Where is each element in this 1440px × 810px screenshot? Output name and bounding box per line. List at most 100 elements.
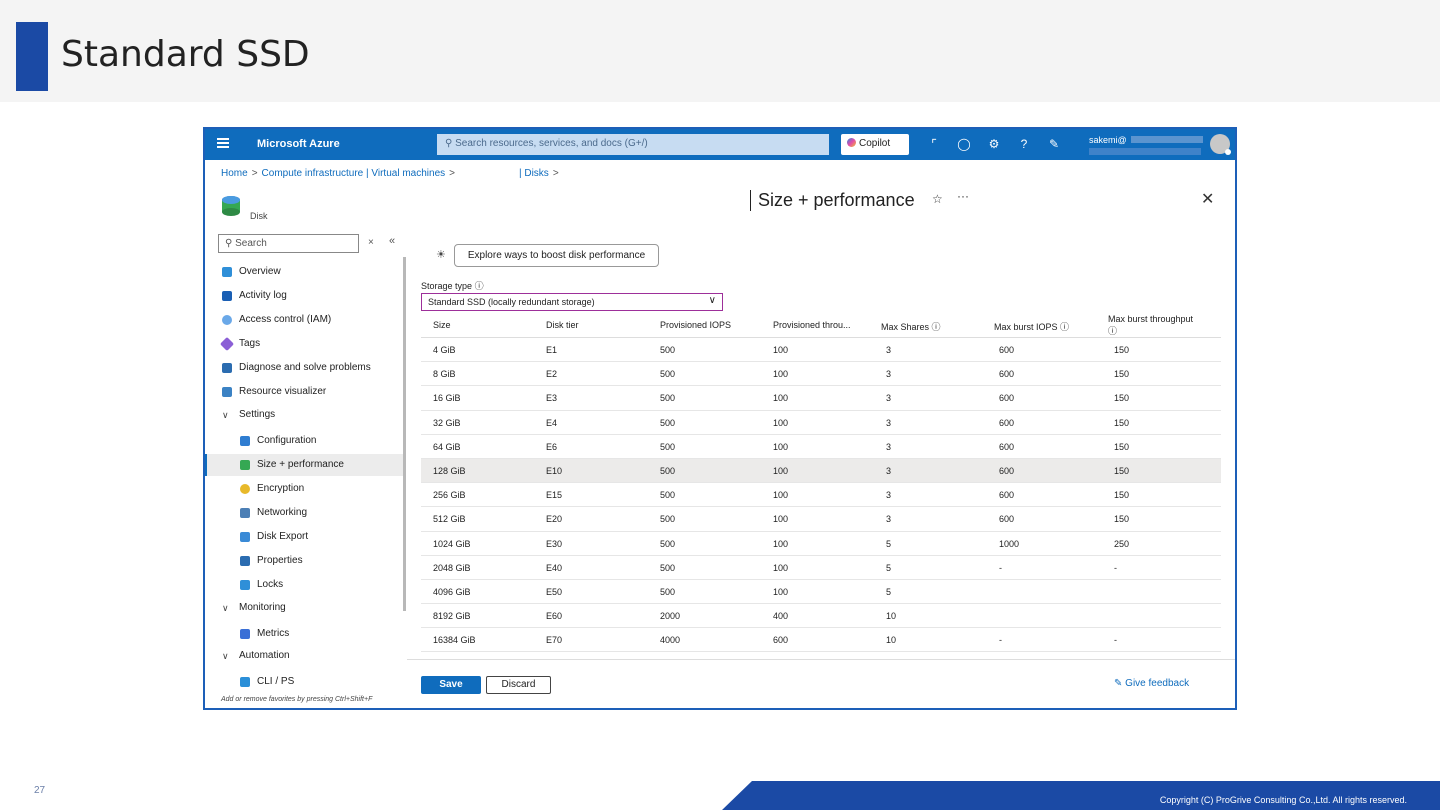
tag-icon [219,336,235,352]
cell-max-shares: 3 [886,345,892,355]
sidebar-item-disk-export[interactable]: Disk Export [205,526,405,548]
sidebar-item-label: Access control (IAM) [239,314,332,325]
column-header-max-burst-iops[interactable]: Max burst IOPS ⓘ [994,320,1069,333]
sidebar-item-tags[interactable]: Tags [205,333,405,355]
disk-icon [222,267,232,277]
sidebar-item-size-performance[interactable]: Size + performance [205,454,405,476]
sidebar-item-overview[interactable]: Overview [205,261,405,283]
star-icon[interactable]: ☆ [932,192,943,206]
table-row[interactable]: 512 GiB E20 500 100 3 600 150 [421,507,1221,532]
sidebar-item-label: Encryption [257,483,305,494]
sidebar-scrollbar[interactable] [403,257,406,611]
cell-max-burst-throughput: 150 [1114,441,1130,452]
sidebar-search-input[interactable]: ⚲ Search [218,234,359,253]
clear-icon[interactable]: × [368,237,374,248]
gear-icon[interactable]: ⚙ [988,137,1000,151]
table-row[interactable]: 4096 GiB E50 500 100 5 [421,580,1221,605]
discard-button[interactable]: Discard [486,676,551,694]
cell-max-shares: 5 [886,562,892,573]
cell-size: 128 GiB [433,465,466,476]
column-header-size[interactable]: Size [433,320,451,330]
column-header-label: Max burst IOPS [994,322,1058,332]
bell-icon[interactable]: ◯ [957,137,971,151]
menu-icon[interactable] [217,138,229,148]
cell-size: 8192 GiB [433,611,471,622]
table-row[interactable]: 16 GiB E3 500 100 3 600 150 [421,386,1221,411]
chart-icon[interactable]: ⌜ [931,137,937,151]
column-header-max-burst-throughput[interactable]: Max burst throughput ⓘ [1108,313,1218,337]
column-header-provisioned-throughput[interactable]: Provisioned throu... [773,320,851,330]
sidebar-item-iam[interactable]: Access control (IAM) [205,309,405,331]
disk-icon [240,460,250,470]
help-icon[interactable]: ? [1020,137,1028,151]
blade-title: Size + performance [750,190,915,211]
column-header-disk-tier[interactable]: Disk tier [546,320,579,330]
copilot-button[interactable]: Copilot [841,134,909,155]
cell-max-shares: 3 [886,465,892,476]
sidebar-group-settings[interactable]: ∨ Settings [205,404,405,426]
sidebar-item-encryption[interactable]: Encryption [205,478,405,500]
key-icon [240,484,250,494]
sidebar-item-locks[interactable]: Locks [205,574,405,596]
lightbulb-icon: ☀ [436,249,446,261]
breadcrumb-disks[interactable]: | Disks [518,168,549,179]
sidebar-item-diagnose[interactable]: Diagnose and solve problems [205,357,405,379]
sidebar-item-resource-visualizer[interactable]: Resource visualizer [205,381,405,403]
table-row[interactable]: 256 GiB E15 500 100 3 600 150 [421,483,1221,508]
table-row[interactable]: 2048 GiB E40 500 100 5 - - [421,556,1221,580]
user-name[interactable]: sakemi@ [1089,135,1127,145]
wrench-icon [222,363,232,373]
table-row[interactable]: 16384 GiB E70 4000 600 10 - - [421,628,1221,653]
table-row[interactable]: 8192 GiB E60 2000 400 10 [421,604,1221,629]
sidebar-group-automation[interactable]: ∨ Automation [205,645,405,667]
cell-disk-tier: E2 [546,369,558,380]
more-icon[interactable]: ··· [957,189,969,203]
main-scrollbar[interactable] [1235,224,1237,564]
cell-max-burst-iops: 600 [999,441,1015,452]
sidebar-item-activity-log[interactable]: Activity log [205,285,405,307]
storage-type-select[interactable]: Standard SSD (locally redundant storage)… [421,293,723,311]
table-row[interactable]: 8 GiB E2 500 100 3 600 150 [421,362,1221,387]
table-row[interactable]: 4 GiB E1 500 100 3 600 150 [421,338,1221,363]
sidebar-item-metrics[interactable]: Metrics [205,623,405,645]
feedback-icon[interactable]: ✎ [1048,137,1060,151]
sidebar-group-monitoring[interactable]: ∨ Monitoring [205,597,405,619]
column-header-provisioned-iops[interactable]: Provisioned IOPS [660,320,732,330]
sidebar-item-label: Resource visualizer [239,386,327,397]
global-search-input[interactable]: ⚲ Search resources, services, and docs (… [437,134,829,155]
sidebar-item-configuration[interactable]: Configuration [205,430,405,452]
cell-provisioned-throughput: 100 [773,490,789,501]
network-icon [240,508,250,518]
column-header-label: Max Shares [881,322,930,332]
slide-title: Standard SSD [61,34,310,75]
slide-header [0,0,1440,102]
table-row[interactable]: 1024 GiB E30 500 100 5 1000 250 [421,532,1221,556]
sidebar-item-label: Automation [239,650,290,661]
avatar[interactable] [1210,134,1231,155]
sidebar-item-cli-ps[interactable]: CLI / PS [205,671,405,693]
boost-performance-button[interactable]: Explore ways to boost disk performance [454,244,659,267]
storage-type-label: Storage type ⓘ [421,279,484,292]
sidebar-item-properties[interactable]: Properties [205,550,405,572]
table-row[interactable]: 64 GiB E6 500 100 3 600 150 [421,435,1221,459]
sidebar-item-networking[interactable]: Networking [205,502,405,524]
cell-provisioned-iops: 500 [660,393,676,404]
breadcrumb-compute[interactable]: Compute infrastructure | Virtual machine… [261,168,446,179]
cell-max-shares: 5 [886,586,892,597]
breadcrumb-home[interactable]: Home [221,168,248,179]
table-row[interactable]: 128 GiB E10 500 100 3 600 150 [421,458,1221,484]
config-icon [240,436,250,446]
column-header-max-shares[interactable]: Max Shares ⓘ [881,320,941,333]
cell-max-shares: 3 [886,441,892,452]
table-row[interactable]: 32 GiB E4 500 100 3 600 150 [421,411,1221,435]
cell-max-shares: 10 [886,635,897,646]
give-feedback-link[interactable]: ✎ Give feedback [1114,678,1189,689]
footer-band [722,781,1440,810]
save-button[interactable]: Save [421,676,481,694]
collapse-icon[interactable]: « [389,235,396,247]
cell-provisioned-iops: 500 [660,441,676,452]
sidebar-item-label: Disk Export [257,531,309,542]
brand-name[interactable]: Microsoft Azure [257,138,340,150]
close-icon[interactable]: ✕ [1201,191,1215,208]
sidebar-item-label: Properties [257,555,303,566]
